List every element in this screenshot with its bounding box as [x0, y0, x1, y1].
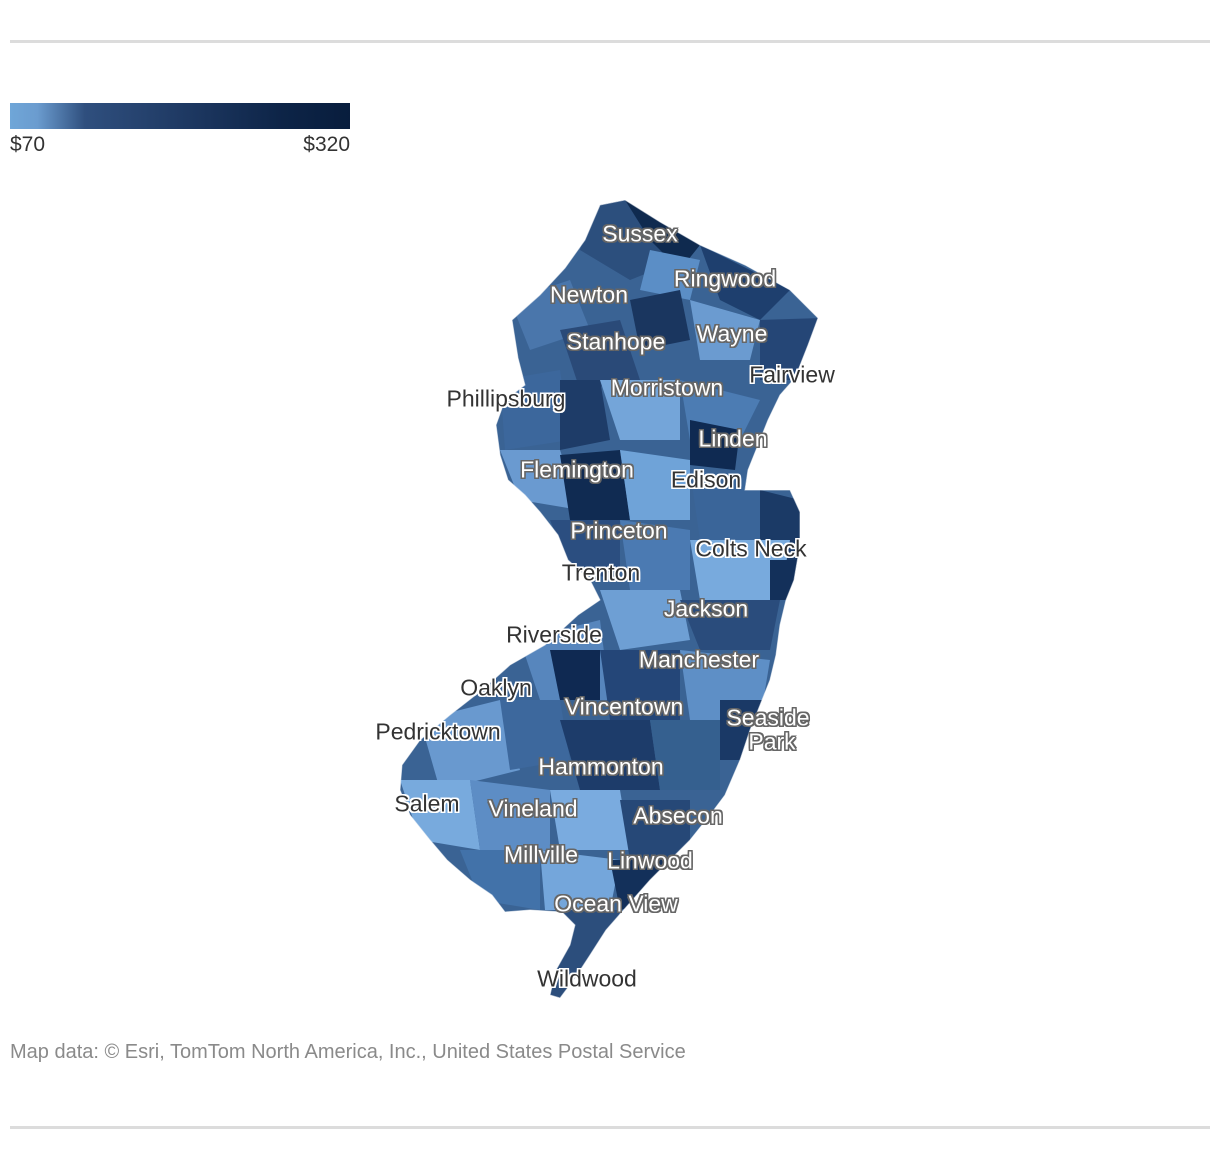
place-label-wayne: Wayne	[696, 320, 768, 347]
map-region[interactable]	[540, 850, 620, 910]
map-region[interactable]	[420, 700, 520, 790]
place-label-park: Park	[748, 728, 796, 755]
map-region[interactable]	[620, 800, 690, 860]
map-region[interactable]	[550, 650, 600, 700]
legend-min-label: $70	[10, 133, 46, 156]
place-label-fairview: Fairview	[749, 361, 835, 388]
map-region[interactable]	[560, 320, 640, 390]
map-region[interactable]	[620, 450, 690, 520]
place-label-phillipsburg: Phillipsburg	[446, 385, 566, 412]
place-label-manchester: Manchester	[638, 646, 760, 673]
map-region[interactable]	[625, 200, 700, 270]
place-label-millville: Millville	[503, 841, 579, 868]
map-region[interactable]	[560, 720, 660, 790]
map-region[interactable]	[690, 470, 760, 540]
place-label-pedricktown: Pedricktown	[375, 718, 501, 745]
place-label-newton: Newton	[550, 281, 628, 308]
legend-max-label: $320	[303, 133, 350, 156]
place-label-vineland: Vineland	[488, 795, 578, 822]
top-divider	[10, 40, 1210, 43]
place-label-wildwood: Wildwood	[537, 965, 637, 992]
state-outline	[399, 199, 819, 999]
map-attribution: Map data: © Esri, TomTom North America, …	[10, 1041, 686, 1063]
map-region[interactable]	[630, 290, 690, 350]
place-label-linden: Linden	[698, 425, 768, 452]
place-label-salem: Salem	[394, 790, 460, 817]
map-region[interactable]	[560, 450, 630, 520]
place-label-riverside: Riverside	[506, 621, 602, 648]
legend-labels: $70 $320	[10, 133, 350, 157]
place-label-hammonton: Hammonton	[538, 753, 664, 780]
place-label-oaklyn: Oaklyn	[460, 674, 532, 701]
map-region[interactable]	[770, 560, 800, 600]
place-label-ringwood: Ringwood	[673, 265, 777, 292]
map-region[interactable]	[560, 380, 610, 450]
place-label-flemington: Flemington	[520, 456, 634, 483]
map-region[interactable]	[550, 790, 630, 850]
place-label-seaside: Seaside	[726, 704, 810, 731]
map-region[interactable]	[690, 540, 790, 600]
map-region[interactable]	[620, 520, 690, 590]
map-region[interactable]	[500, 700, 570, 770]
place-label-stanhope: Stanhope	[566, 328, 666, 355]
map-region[interactable]	[700, 245, 790, 320]
place-label-vincentown: Vincentown	[564, 693, 684, 720]
map-region[interactable]	[600, 590, 690, 650]
place-label-colts-neck: Colts Neck	[695, 535, 807, 562]
place-label-ocean-view: Ocean View	[554, 890, 678, 917]
map-regions[interactable]	[380, 190, 840, 1010]
place-label-morristown: Morristown	[610, 374, 724, 401]
map-region[interactable]	[470, 780, 550, 850]
place-label-jackson: Jackson	[663, 595, 749, 622]
place-label-sussex: Sussex	[602, 220, 678, 247]
map-region[interactable]	[690, 300, 760, 360]
map-region[interactable]	[600, 380, 680, 440]
place-label-princeton: Princeton	[570, 517, 668, 544]
map-region[interactable]	[600, 650, 680, 720]
color-legend: $70 $320	[10, 103, 350, 157]
place-label-edison: Edison	[670, 466, 742, 493]
map-region[interactable]	[550, 520, 620, 580]
map-region[interactable]	[690, 420, 740, 470]
map-region[interactable]	[650, 720, 720, 790]
place-label-linwood: Linwood	[607, 847, 693, 874]
place-label-absecon: Absecon	[633, 802, 723, 829]
bottom-divider	[10, 1126, 1210, 1129]
map-region[interactable]	[640, 250, 700, 300]
map-region[interactable]	[680, 600, 780, 650]
place-label-trenton: Trenton	[561, 559, 641, 586]
legend-gradient-bar	[10, 103, 350, 129]
